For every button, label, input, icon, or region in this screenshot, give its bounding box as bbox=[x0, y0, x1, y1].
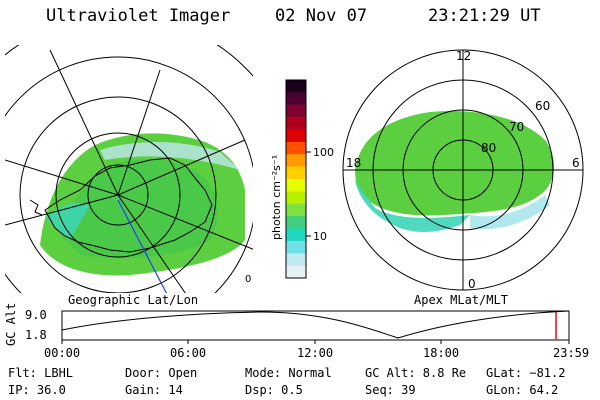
apex-emission-edge bbox=[355, 180, 470, 232]
colorbar-band bbox=[286, 228, 306, 242]
colorbar-unit-label: photon cm⁻²s⁻¹ bbox=[270, 155, 283, 240]
geo-emission-core bbox=[60, 158, 218, 259]
colorbar-band bbox=[286, 104, 306, 118]
timeline-ytick-low: 1.8 bbox=[25, 328, 47, 342]
date-label: 02 Nov 07 bbox=[275, 6, 368, 26]
timeline-axis-label: GC Alt bbox=[4, 302, 18, 346]
colorbar-band bbox=[286, 240, 306, 254]
status-glon: GLon: 64.2 bbox=[486, 383, 559, 397]
colorbar-label-10: 10 bbox=[313, 230, 327, 243]
status-gc-alt: GC Alt: 8.8 Re bbox=[365, 366, 467, 380]
apex-mlt-axes bbox=[343, 50, 583, 290]
timeline-ticks bbox=[61, 340, 570, 344]
status-ip: IP: 36.0 bbox=[8, 383, 66, 397]
colorbar-band bbox=[286, 117, 306, 131]
geo-edge-label: 0 bbox=[245, 274, 251, 285]
colorbar-band bbox=[286, 154, 306, 168]
apex-mlt-6: 6 bbox=[572, 156, 580, 170]
colorbar-band bbox=[286, 253, 306, 267]
apex-lat-60: 60 bbox=[535, 99, 550, 113]
geographic-map bbox=[5, 45, 253, 293]
timeline-xtick-1200: 12:00 bbox=[297, 346, 334, 360]
geo-meridians bbox=[5, 49, 253, 293]
colorbar-band bbox=[286, 141, 306, 155]
status-gain: Gain: 14 bbox=[125, 383, 183, 397]
apex-map bbox=[355, 110, 555, 232]
apex-emission-fringe bbox=[470, 195, 550, 230]
colorbar-band bbox=[286, 265, 306, 279]
status-mode: Mode: Normal bbox=[245, 366, 332, 380]
status-filter: Flt: LBHL bbox=[8, 366, 74, 380]
timeline-ytick-high: 9.0 bbox=[25, 308, 47, 322]
timeline-xtick-1800: 18:00 bbox=[423, 346, 460, 360]
colorbar-band bbox=[286, 203, 306, 217]
geo-emission-patch bbox=[45, 203, 90, 240]
apex-mlt-0: 0 bbox=[468, 277, 476, 291]
time-label: 23:21:29 UT bbox=[428, 6, 541, 26]
colorbar-band bbox=[286, 129, 306, 143]
apex-emission-region bbox=[355, 110, 555, 216]
timeline-xtick-0600: 06:00 bbox=[170, 346, 207, 360]
instrument-title: Ultraviolet Imager bbox=[46, 6, 231, 26]
colorbar bbox=[286, 80, 306, 279]
colorbar-band bbox=[286, 216, 306, 230]
timeline-xtick-0000: 00:00 bbox=[44, 346, 81, 360]
geo-reference-line bbox=[117, 199, 168, 293]
status-door: Door: Open bbox=[125, 366, 198, 380]
gc-altitude-curve bbox=[61, 310, 570, 339]
timeline-xtick-2359: 23:59 bbox=[553, 346, 590, 360]
colorbar-band bbox=[286, 80, 306, 93]
apex-lat-80: 80 bbox=[481, 141, 496, 155]
colorbar-band bbox=[286, 166, 306, 180]
peninsula-outline bbox=[29, 199, 43, 216]
continent-outline bbox=[44, 157, 213, 253]
colorbar-band bbox=[286, 92, 306, 106]
apex-lat-70: 70 bbox=[509, 120, 524, 134]
colorbar-label-100: 100 bbox=[313, 146, 334, 159]
colorbar-band bbox=[286, 191, 306, 205]
geo-map-label: Geographic Lat/Lon bbox=[68, 293, 199, 307]
status-seq: Seq: 39 bbox=[365, 383, 416, 397]
geo-lat-circles bbox=[5, 45, 253, 293]
status-glat: GLat: −81.2 bbox=[486, 366, 566, 380]
apex-map-label: Apex MLat/MLT bbox=[414, 293, 508, 307]
colorbar-frame bbox=[285, 79, 307, 279]
timeline-frame bbox=[61, 310, 570, 341]
apex-mlt-18: 18 bbox=[346, 156, 361, 170]
apex-mlt-12: 12 bbox=[456, 49, 471, 63]
colorbar-band bbox=[286, 179, 306, 192]
status-dsp: Dsp: 0.5 bbox=[245, 383, 303, 397]
